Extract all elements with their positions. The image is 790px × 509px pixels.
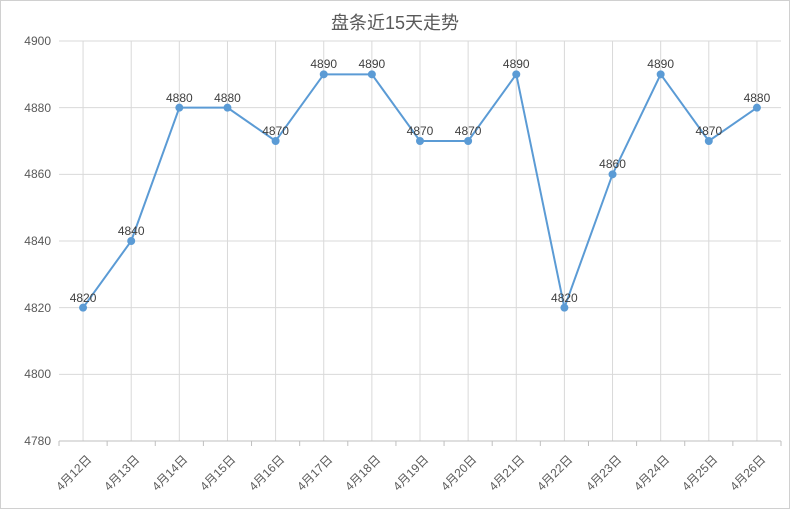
y-axis-tick-label: 4880 xyxy=(11,101,51,115)
y-axis-tick-label: 4840 xyxy=(11,234,51,248)
data-point-label: 4870 xyxy=(407,124,434,138)
data-point-label: 4820 xyxy=(70,291,97,305)
data-point-label: 4860 xyxy=(599,158,626,172)
data-point-label: 4890 xyxy=(503,58,530,72)
data-point-label: 4820 xyxy=(551,291,578,305)
y-axis-tick-label: 4860 xyxy=(11,167,51,181)
data-point-label: 4840 xyxy=(118,224,145,238)
data-point-label: 4890 xyxy=(310,58,337,72)
data-point-label: 4880 xyxy=(744,91,771,105)
data-point-label: 4870 xyxy=(262,124,289,138)
data-point-label: 4870 xyxy=(455,124,482,138)
data-point-label: 4880 xyxy=(166,91,193,105)
data-point-label: 4880 xyxy=(214,91,241,105)
y-axis-tick-label: 4800 xyxy=(11,367,51,381)
chart-plot-area xyxy=(1,1,790,509)
data-point-label: 4890 xyxy=(359,58,386,72)
y-axis-tick-label: 4820 xyxy=(11,301,51,315)
line-chart: 盘条近15天走势 47804800482048404860488049004月1… xyxy=(0,0,790,509)
data-point-label: 4870 xyxy=(695,124,722,138)
y-axis-tick-label: 4780 xyxy=(11,434,51,448)
data-point-label: 4890 xyxy=(647,58,674,72)
y-axis-tick-label: 4900 xyxy=(11,34,51,48)
